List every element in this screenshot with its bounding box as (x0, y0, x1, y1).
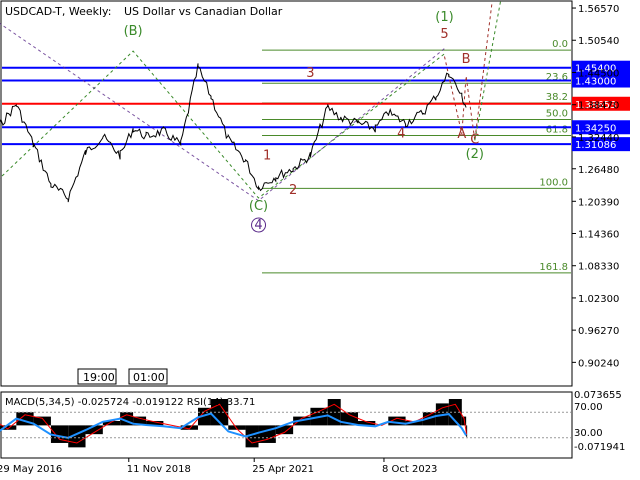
level-tag (572, 120, 630, 135)
level-tag (572, 73, 630, 88)
macd-bar (50, 425, 69, 443)
wave-label: (2) (466, 147, 484, 162)
level-label: 1.31086 (575, 140, 616, 151)
y-tick-label: 1.08330 (578, 262, 619, 273)
time-box-1 (77, 368, 117, 385)
rsi-line (0, 412, 467, 439)
level-tag (572, 96, 630, 111)
y-tick-label: 1.26480 (578, 165, 619, 176)
macd-bar (466, 425, 468, 437)
x-tick-label: 11 Nov 2018 (127, 464, 191, 475)
fib-label: 61.8 (546, 125, 568, 136)
y-tick-label: 1.02300 (578, 294, 619, 305)
wave-label: 5 (440, 27, 448, 42)
y-tick-label: 1.50540 (578, 36, 619, 47)
wave-label: B (462, 52, 471, 67)
level-label: 1.38653 (575, 100, 616, 111)
fib-label: 23.6 (546, 72, 568, 83)
wave-label: (B) (124, 24, 143, 39)
macd-bar (388, 416, 406, 426)
wave-label: A (457, 127, 466, 142)
wave-label: 4 (254, 218, 262, 233)
wave-dashed-lines (0, 0, 502, 202)
level-tag (572, 137, 630, 152)
price-series (0, 63, 467, 203)
indicator-tick-label: 70.00 (574, 402, 603, 413)
level-label: 1.45400 (575, 64, 616, 75)
indicator-tick-label: 0.073655 (574, 390, 622, 401)
fibonacci-levels: 0.0 23.6 38.2 50.0 61.8 100.0 161.8 (262, 39, 571, 274)
macd-bar (228, 425, 246, 430)
horizontal-levels: 1.45400 1.43000 1.38653 1.34250 1.31086 (2, 60, 630, 152)
wave-label: 2 (289, 183, 297, 198)
macd-bar (0, 425, 17, 430)
main-panel-frame (0, 0, 573, 387)
wave-label: 4 (397, 127, 405, 142)
indicator-header: MACD(5,34,5) -0.025724 -0.019122 RSI(14)… (5, 397, 255, 408)
level-label: 1.43000 (575, 77, 616, 88)
wave-label: (C) (249, 199, 268, 214)
y-tick-label: 1.20390 (578, 197, 619, 208)
macd-bar (146, 420, 164, 426)
fib-label: 100.0 (539, 177, 568, 188)
macd-bar (102, 420, 121, 426)
y-tick-label: 1.44500 (578, 69, 619, 80)
indicator-tick-label: 30.00 (574, 428, 603, 439)
macd-bar (275, 425, 294, 435)
wave-label: (1) (435, 10, 453, 25)
wave-green-path (0, 50, 445, 199)
time-box-2 (128, 368, 168, 385)
macd-bar (180, 425, 198, 430)
wave-circle (251, 217, 267, 233)
time-box-2-label: 01:00 (133, 371, 165, 384)
macd-bar (405, 420, 423, 426)
macd-bar (358, 420, 376, 426)
y-tick-label: 1.14360 (578, 230, 619, 241)
y-tick-label: 1.32440 (578, 133, 619, 144)
y-tick-label: 0.90240 (578, 358, 619, 369)
fib-label: 50.0 (546, 109, 568, 120)
wave-forecast-brown (444, 1, 493, 141)
y-tick-label: 1.56570 (578, 4, 619, 15)
indicator-series (0, 399, 571, 448)
chart-symbol: USDCAD-T, Weekly: (5, 5, 111, 18)
fib-label: 0.0 (552, 39, 568, 50)
macd-signal-line (0, 403, 468, 444)
price-axis: 1.56570 1.50540 1.44500 1.38470 1.32440 1.264… (572, 4, 619, 369)
macd-bar (133, 416, 147, 426)
wave-label: 1 (263, 149, 271, 164)
y-tick-label: 1.38470 (578, 101, 619, 112)
x-tick-label: 25 Apr 2021 (252, 464, 314, 475)
wave-label: C (470, 133, 479, 148)
chart-description: US Dollar vs Canadian Dollar (124, 5, 283, 18)
y-tick-label: 0.96270 (578, 326, 619, 337)
macd-bar (33, 416, 51, 426)
wave-label: 3 (306, 66, 314, 81)
x-tick-label: 8 Oct 2023 (382, 464, 437, 475)
time-axis: 29 May 2016 11 Nov 2018 25 Apr 2021 8 Oct 2… (0, 458, 437, 475)
fib-label: 38.2 (546, 92, 568, 103)
price-line (0, 63, 467, 203)
macd-bar (85, 425, 103, 435)
level-tag (572, 60, 630, 75)
fib-label: 161.8 (539, 262, 568, 273)
x-tick-label: 29 May 2016 (0, 464, 62, 475)
time-box-1-label: 19:00 (83, 371, 115, 384)
indicator-tick-label: -0.071941 (574, 442, 625, 453)
level-label: 1.34250 (575, 123, 616, 134)
